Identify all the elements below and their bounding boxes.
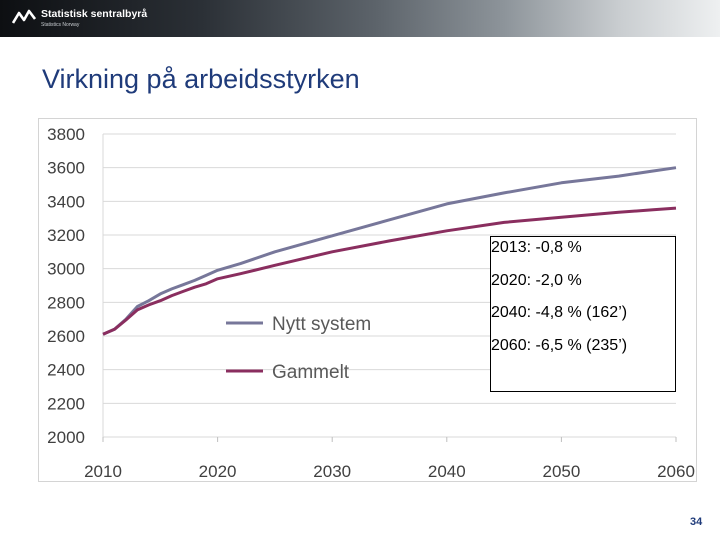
x-tick-label: 2010	[84, 462, 122, 481]
y-tick-label: 2400	[47, 361, 85, 380]
series-line-gammelt	[102, 206, 677, 336]
infobox-line-2013: 2013: -0,8 %	[491, 239, 582, 256]
y-tick-label: 2600	[47, 327, 85, 346]
y-tick-label: 3000	[47, 260, 85, 279]
page-number: 34	[690, 516, 703, 528]
ssb-logo-icon	[12, 9, 36, 24]
impact-infobox: 2013: -0,8 % 2020: -2,0 % 2040: -4,8 % (…	[490, 236, 676, 392]
y-tick-label: 3200	[47, 226, 85, 245]
legend-label-1: Gammelt	[272, 362, 350, 383]
x-tick-label: 2050	[542, 462, 580, 481]
x-tick-label: 2060	[657, 462, 695, 481]
infobox-line-2040: 2040: -4,8 % (162’)	[491, 304, 628, 321]
y-tick-label: 3400	[47, 192, 85, 211]
y-tick-label: 2000	[47, 428, 85, 447]
y-tick-label: 2800	[47, 293, 85, 312]
x-tick-label: 2030	[313, 462, 351, 481]
header-banner: Statistisk sentralbyrå Statistics Norway	[0, 0, 720, 37]
y-tick-label: 2200	[47, 394, 85, 413]
infobox-line-2060: 2060: -6,5 % (235’)	[491, 336, 628, 354]
y-tick-label: 3800	[47, 125, 85, 144]
org-name: Statistisk sentralbyrå	[41, 8, 148, 20]
x-tick-label: 2040	[428, 462, 466, 481]
legend-label-0: Nytt system	[272, 314, 371, 335]
series-line-nytt-system	[102, 166, 677, 336]
infobox-line-2020: 2020: -2,0 %	[491, 271, 582, 289]
y-tick-label: 3600	[47, 159, 85, 178]
x-tick-label: 2020	[199, 462, 237, 481]
org-subtitle: Statistics Norway	[41, 22, 80, 28]
slide-title: Virkning på arbeidsstyrken	[42, 64, 360, 94]
